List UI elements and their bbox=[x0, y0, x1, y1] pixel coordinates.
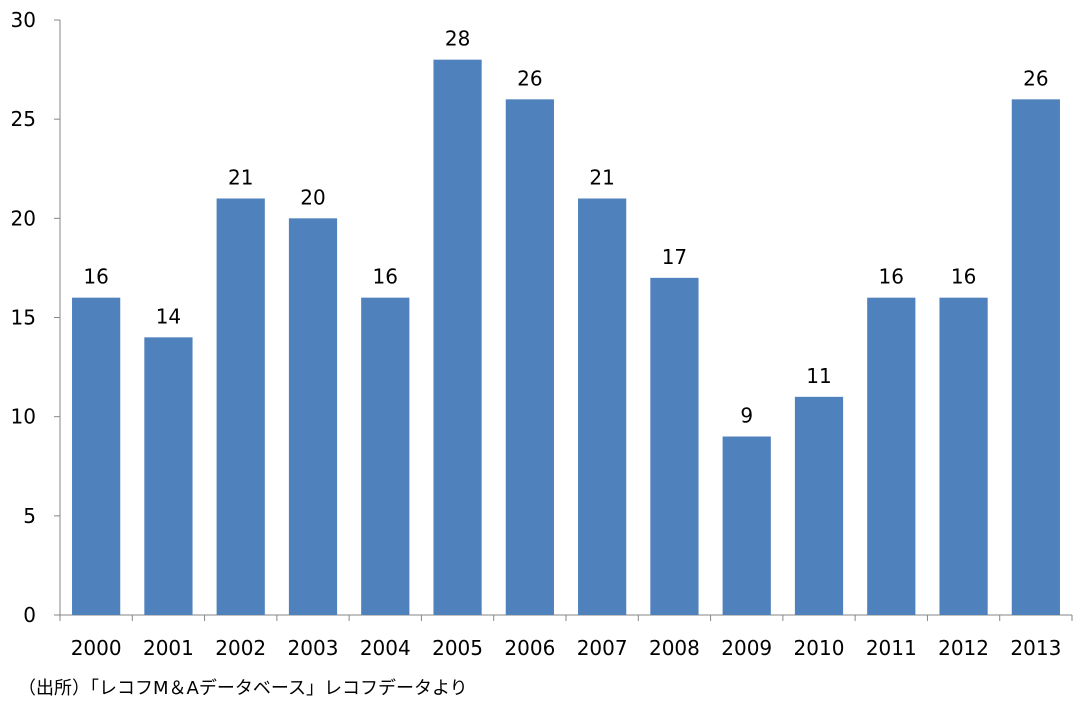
bar bbox=[288, 218, 338, 616]
bar bbox=[144, 337, 193, 615]
y-tick-label: 10 bbox=[11, 405, 36, 429]
bar bbox=[794, 396, 844, 615]
data-label: 26 bbox=[1023, 66, 1048, 90]
y-tick-label: 15 bbox=[11, 306, 36, 330]
data-label: 28 bbox=[445, 27, 470, 51]
x-tick-label: 2000 bbox=[71, 636, 122, 660]
data-label: 21 bbox=[589, 166, 614, 190]
data-labels: 16 14 21 20 16 28 26 21 17 9 11 16 16 26 bbox=[83, 27, 1048, 428]
x-tick-label: 2011 bbox=[866, 636, 917, 660]
bar bbox=[433, 59, 482, 615]
bar bbox=[72, 297, 121, 615]
x-tick-label: 2001 bbox=[143, 636, 194, 660]
x-tick-label: 2008 bbox=[649, 636, 700, 660]
bar bbox=[650, 277, 699, 615]
data-label: 16 bbox=[951, 265, 976, 289]
y-tick-label: 0 bbox=[23, 603, 36, 627]
y-tick-label: 5 bbox=[23, 504, 36, 528]
data-label: 26 bbox=[517, 66, 542, 90]
y-axis: 0 5 10 15 20 25 30 bbox=[11, 8, 61, 627]
bar bbox=[867, 297, 916, 615]
x-tick-label: 2010 bbox=[794, 636, 845, 660]
y-tick-label: 25 bbox=[11, 107, 36, 131]
bar bbox=[722, 436, 771, 615]
x-tick-label: 2007 bbox=[577, 636, 628, 660]
data-label: 9 bbox=[740, 404, 753, 428]
x-tick-label: 2009 bbox=[721, 636, 772, 660]
bar bbox=[578, 198, 627, 615]
bar bbox=[939, 297, 988, 615]
bar bbox=[361, 297, 410, 615]
y-tick-label: 20 bbox=[11, 206, 36, 230]
data-label: 14 bbox=[156, 304, 181, 328]
bar bbox=[216, 198, 265, 615]
data-label: 17 bbox=[662, 245, 687, 269]
x-tick-label: 2006 bbox=[504, 636, 555, 660]
bar bbox=[505, 99, 554, 616]
source-note: （出所）「レコフM＆Aデータベース」レコフデータより bbox=[18, 678, 468, 699]
x-tick-label: 2005 bbox=[432, 636, 483, 660]
x-tick-label: 2004 bbox=[360, 636, 411, 660]
data-label: 20 bbox=[300, 185, 325, 209]
x-tick-label: 2013 bbox=[1010, 636, 1061, 660]
y-tick-label: 30 bbox=[11, 8, 36, 32]
bars bbox=[72, 59, 1060, 616]
x-axis: 2000 2001 2002 2003 2004 2005 2006 2007 2008 2009… bbox=[59, 614, 1073, 660]
data-label: 16 bbox=[879, 265, 904, 289]
data-label: 16 bbox=[83, 265, 108, 289]
data-label: 11 bbox=[806, 364, 831, 388]
x-tick-label: 2012 bbox=[938, 636, 989, 660]
data-label: 21 bbox=[228, 166, 253, 190]
bar bbox=[1011, 99, 1060, 616]
data-label: 16 bbox=[373, 265, 398, 289]
x-tick-label: 2002 bbox=[215, 636, 266, 660]
x-tick-label: 2003 bbox=[288, 636, 339, 660]
